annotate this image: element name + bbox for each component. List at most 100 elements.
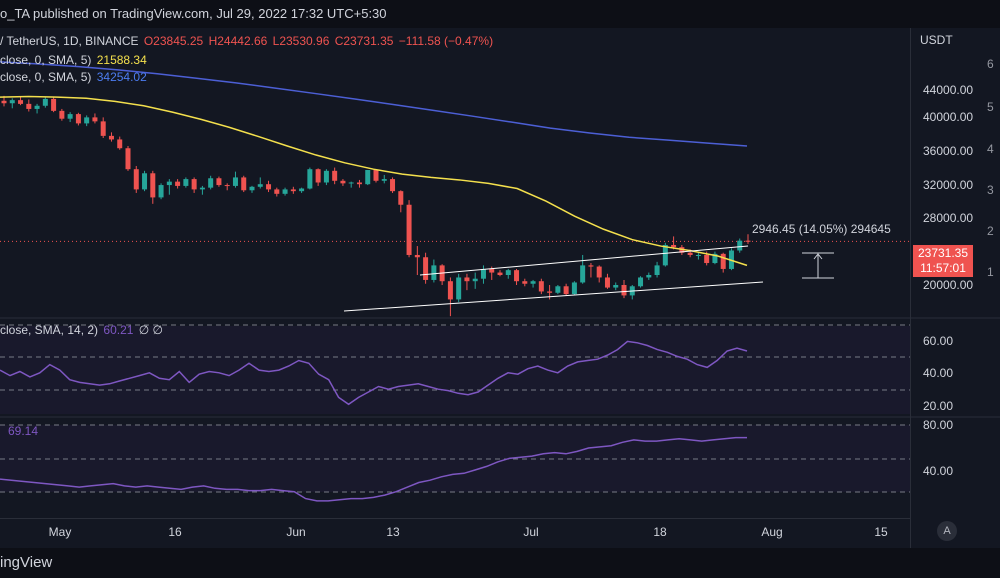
sma-slow-line [0, 61, 748, 147]
candle-body [613, 285, 619, 288]
auto-scale-button[interactable]: A [937, 521, 957, 541]
rsi-axis-label: 40.00 [923, 366, 954, 380]
candle-body [117, 139, 123, 149]
rsi-axis-label: 60.00 [923, 334, 954, 348]
candle-body [464, 277, 470, 282]
candle-body [340, 180, 346, 184]
candle-body [646, 275, 652, 278]
channel-upper-line [419, 245, 749, 276]
candle-body [125, 148, 131, 170]
candle-body [67, 114, 73, 119]
footer-bar: ingView [0, 548, 1000, 578]
candle-body [1, 100, 7, 104]
candle-body [224, 185, 230, 187]
time-label: Aug [761, 525, 783, 539]
candle-body [51, 98, 57, 111]
candle-body [266, 184, 272, 190]
candle-body [398, 191, 404, 205]
close-value: C23731.35 [334, 34, 394, 48]
price-label: 32000.00 [923, 178, 974, 192]
price-axis[interactable]: 44000.00 40000.00 36000.00 32000.00 2800… [910, 28, 994, 548]
ma2-value: 34254.02 [96, 70, 147, 84]
ma2-label: close, 0, SMA, 5) [0, 70, 92, 84]
rsi-value: 60.21 [103, 323, 134, 337]
candle-body [208, 178, 214, 188]
rsi-axis-label: 20.00 [923, 399, 954, 413]
measure-arrow-head [813, 253, 823, 260]
candle-body [687, 252, 693, 255]
candle-body [332, 170, 338, 181]
candle-body [232, 177, 238, 186]
candle-body [108, 135, 114, 140]
candle-body [199, 187, 205, 190]
ma1-legend[interactable]: close, 0, SMA, 5) 21588.34 [0, 53, 149, 67]
candle-body [373, 170, 379, 181]
secondary-scale-label: 4 [987, 142, 994, 156]
osc2-value: 69.14 [8, 424, 39, 438]
price-label: 36000.00 [923, 144, 974, 158]
candle-body [75, 114, 81, 124]
secondary-scale-label: 2 [987, 224, 994, 238]
candle-body [522, 281, 528, 284]
candle-body [299, 188, 305, 192]
candle-body [704, 254, 710, 264]
candle-body [92, 117, 98, 122]
candle-body [183, 179, 189, 186]
candle-body [489, 268, 495, 273]
ma2-legend[interactable]: close, 0, SMA, 5) 34254.02 [0, 70, 149, 84]
candle-body [26, 103, 32, 109]
candle-body [381, 179, 387, 181]
candle-body [100, 121, 106, 136]
candle-body [9, 100, 15, 104]
price-label: 28000.00 [923, 211, 974, 225]
time-label: Jul [523, 525, 539, 539]
candle-body [216, 178, 222, 186]
tradingview-brand[interactable]: ingView [0, 554, 53, 571]
candle-body [133, 169, 139, 190]
candle-body [596, 266, 602, 278]
candle-body [282, 189, 288, 194]
candle-body [249, 186, 255, 191]
secondary-scale-label: 5 [987, 100, 994, 114]
rsi-legend[interactable]: close, SMA, 14, 2) 60.21 ∅ ∅ [0, 323, 165, 337]
time-label: 16 [168, 525, 182, 539]
candle-body [588, 265, 594, 267]
time-label: 18 [653, 525, 667, 539]
candle-body [547, 291, 553, 293]
candle-body [414, 254, 420, 258]
candle-body [737, 240, 743, 251]
candle-body [59, 110, 65, 119]
sma-fast-line [0, 95, 748, 267]
candle-body [695, 254, 701, 256]
candle-body [142, 173, 148, 190]
candle-body [720, 253, 726, 269]
candle-body [175, 181, 181, 186]
candle-body [514, 270, 520, 282]
candle-body [563, 286, 569, 295]
osc2-axis-label: 80.00 [923, 418, 954, 432]
candle-body [571, 282, 577, 295]
candle-body [604, 277, 610, 288]
candle-body [456, 277, 462, 300]
candle-body [323, 170, 329, 183]
rsi-line [0, 340, 748, 406]
bar-countdown: 11:57:01 [920, 261, 966, 275]
osc2-legend[interactable]: 69.14 [8, 424, 40, 438]
symbol-legend: / TetherUS, 1D, BINANCE O23845.25 H24442… [0, 34, 495, 48]
candle-body [307, 169, 313, 189]
candle-body [150, 173, 156, 198]
candle-body [406, 204, 412, 255]
candle-body [84, 117, 90, 124]
candle-body [274, 189, 280, 194]
time-label: May [48, 525, 72, 539]
candle-body [315, 169, 321, 183]
candle-body [580, 265, 586, 283]
candle-body [497, 272, 503, 276]
symbol-name[interactable]: / TetherUS, 1D, BINANCE [0, 34, 139, 48]
time-axis[interactable]: May 16 Jun 13 Jul 18 Aug 15 [0, 518, 910, 547]
high-value: H24442.66 [208, 34, 268, 48]
osc2-axis-label: 40.00 [923, 464, 954, 478]
publish-header: o_TA published on TradingView.com, Jul 2… [0, 0, 1000, 28]
last-price-tag: 23731.35 11:57:01 [913, 245, 973, 277]
